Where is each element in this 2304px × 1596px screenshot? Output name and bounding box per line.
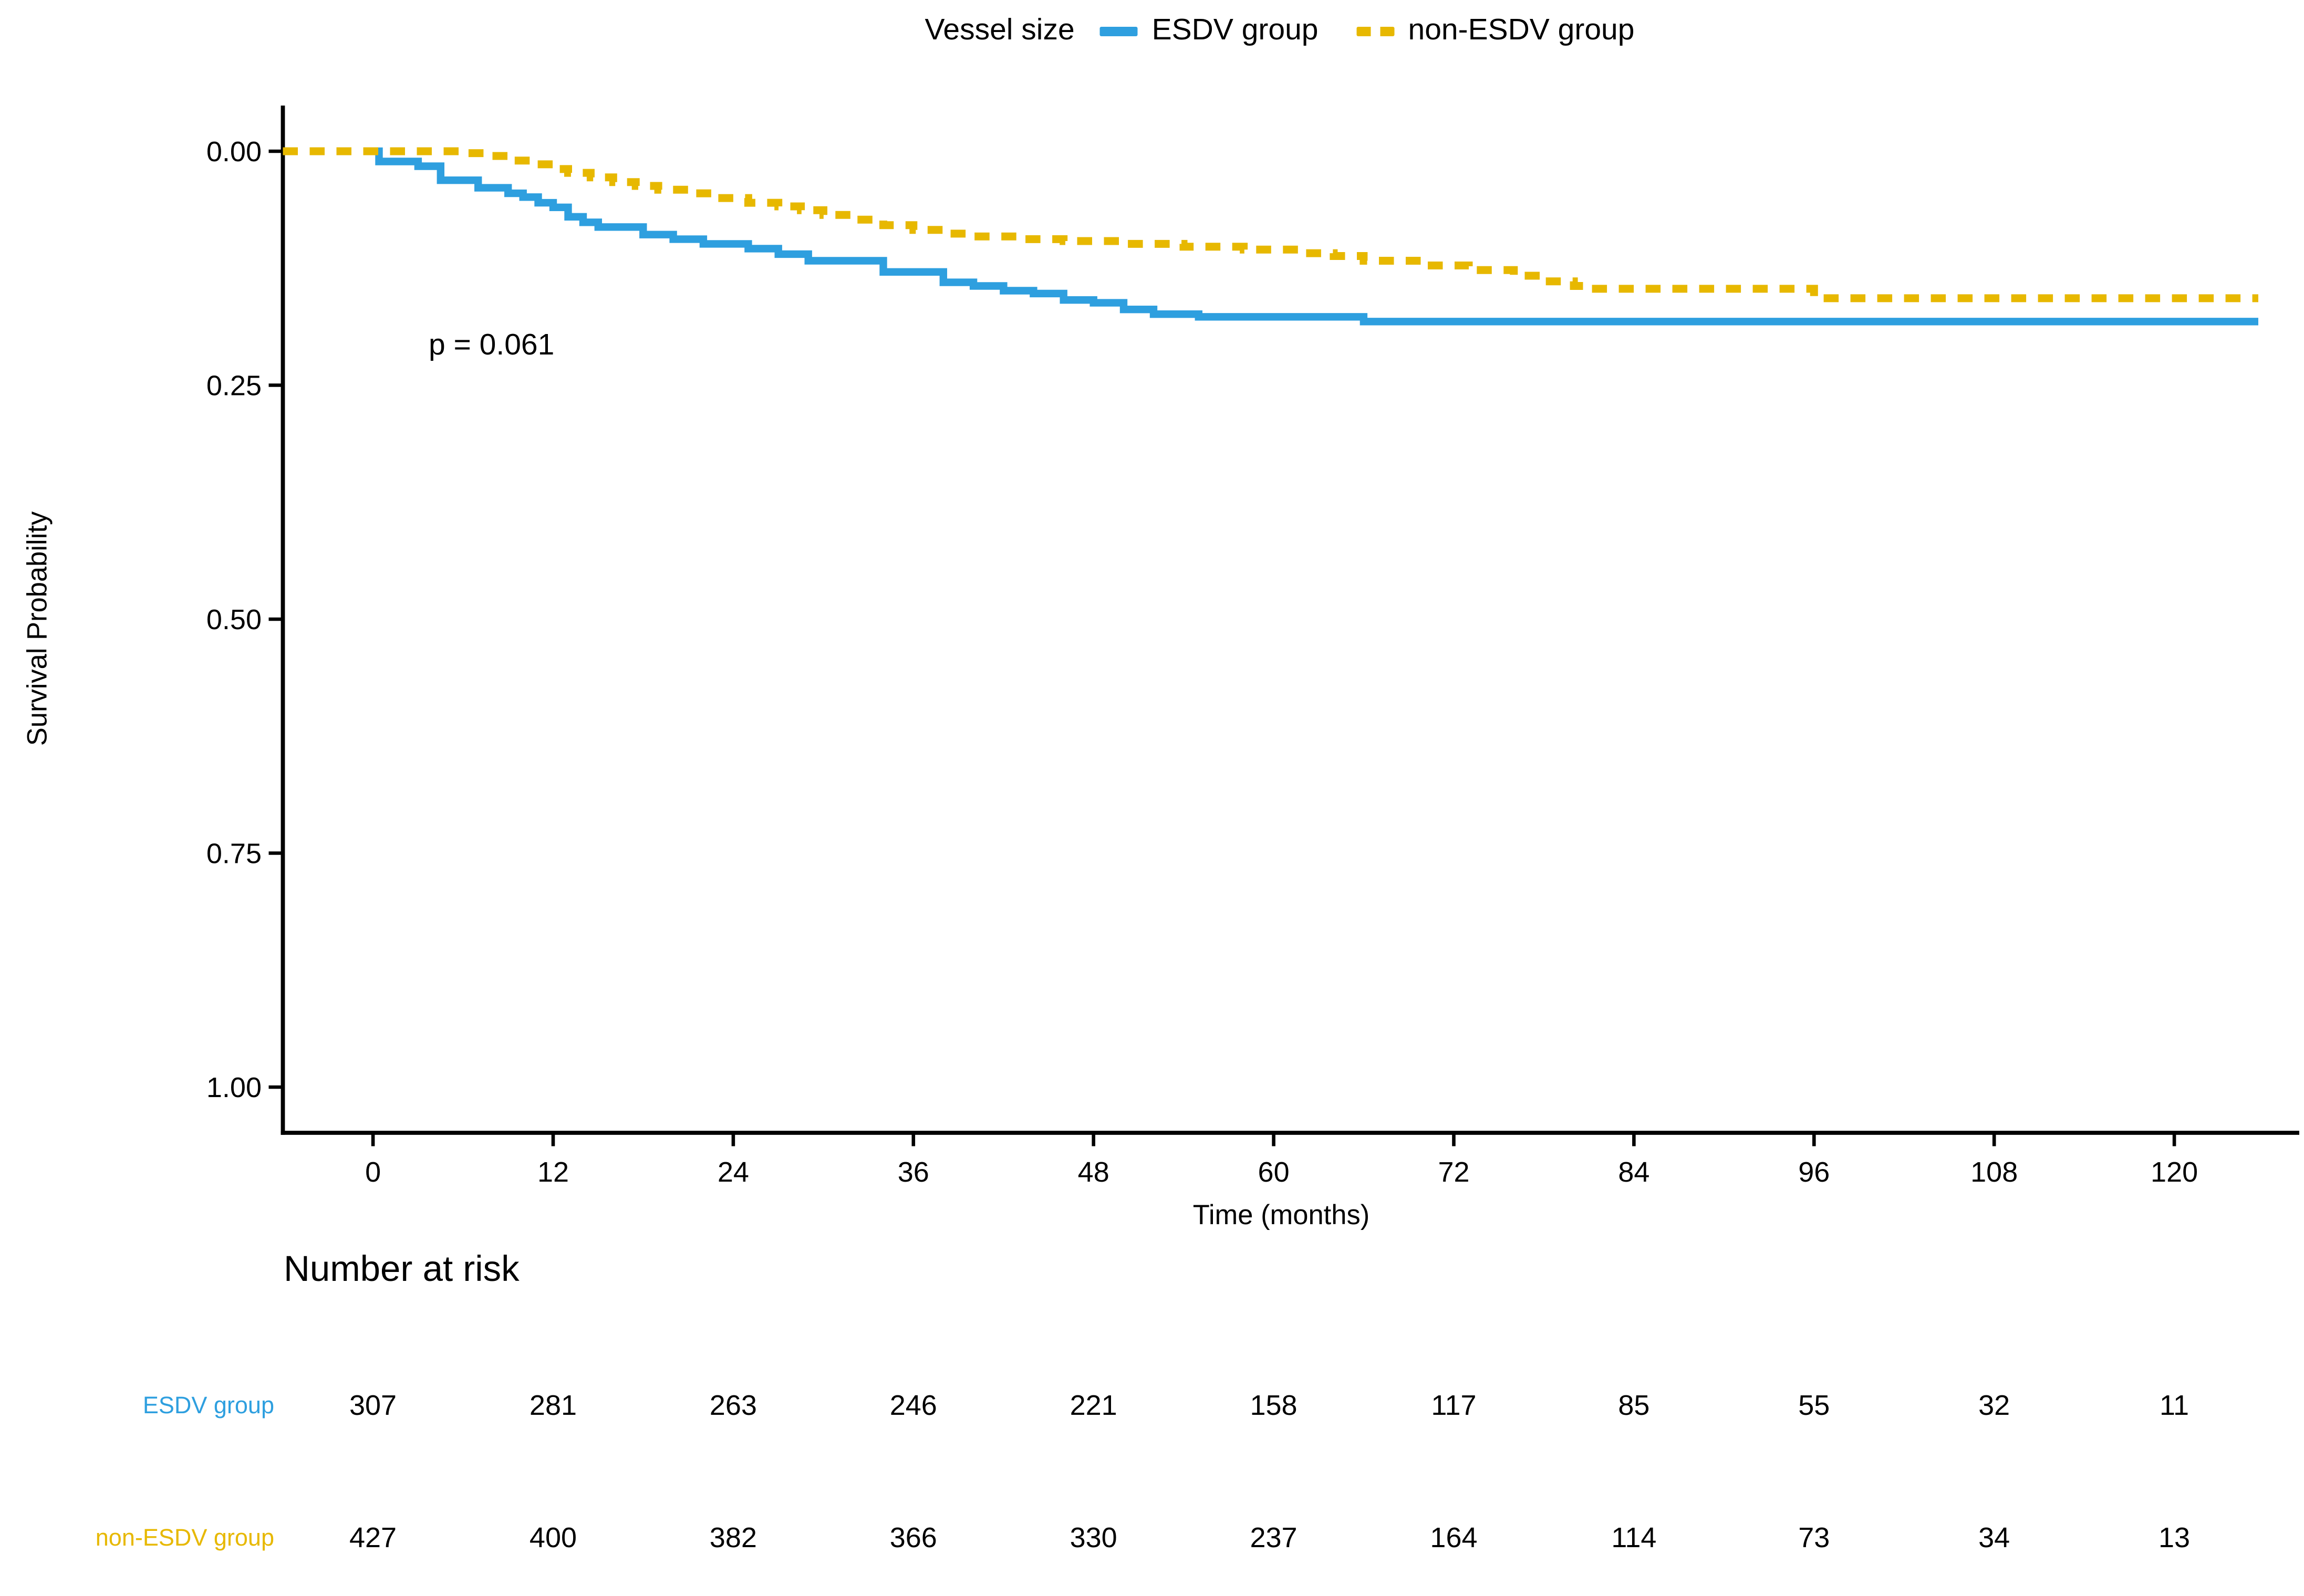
x-tick-label: 0 — [365, 1156, 381, 1188]
risk-count: 382 — [709, 1522, 757, 1553]
risk-count: 34 — [1978, 1522, 2010, 1553]
dashed-line-key-icon — [1356, 27, 1394, 36]
risk-count: 221 — [1070, 1390, 1117, 1421]
risk-count: 158 — [1250, 1390, 1298, 1421]
solid-line-key-icon — [1099, 27, 1138, 36]
x-tick-label: 108 — [1970, 1156, 2018, 1188]
risk-count: 117 — [1431, 1390, 1477, 1421]
risk-row-label-non-esdv: non-ESDV group — [95, 1525, 274, 1552]
risk-count: 307 — [349, 1390, 397, 1421]
risk-count: 246 — [889, 1390, 937, 1421]
risk-count: 281 — [529, 1390, 577, 1421]
y-tick-label: 0.25 — [206, 370, 262, 401]
x-axis-title: Time (months) — [1192, 1199, 1370, 1230]
risk-count: 263 — [709, 1390, 757, 1421]
risk-count: 427 — [349, 1522, 397, 1553]
x-tick-label: 96 — [1798, 1156, 1830, 1188]
p-value-annotation: p = 0.061 — [429, 329, 555, 362]
risk-row-label-esdv: ESDV group — [142, 1393, 274, 1420]
risk-count: 11 — [2160, 1390, 2189, 1421]
y-tick-label: 0.50 — [206, 604, 262, 635]
x-tick-label: 36 — [898, 1156, 929, 1188]
risk-count: 237 — [1250, 1522, 1298, 1553]
legend-item-label: non-ESDV group — [1408, 14, 1635, 47]
survival-curve-non-esdv — [283, 147, 2258, 302]
risk-count: 85 — [1618, 1390, 1650, 1421]
legend-item-label: ESDV group — [1151, 14, 1319, 47]
y-tick-label: 1.00 — [206, 1072, 262, 1103]
y-tick-label: 0.75 — [206, 838, 262, 869]
risk-count: 114 — [1611, 1522, 1657, 1553]
risk-count: 400 — [529, 1522, 577, 1553]
risk-count: 330 — [1070, 1522, 1117, 1553]
y-tick-label: 0.00 — [206, 136, 262, 168]
legend: Vessel size ESDV group non-ESDV group — [925, 13, 1635, 50]
risk-count: 164 — [1430, 1522, 1478, 1553]
risk-count: 32 — [1978, 1390, 2010, 1421]
x-tick-label: 12 — [537, 1156, 569, 1188]
risk-table-title: Number at risk — [284, 1248, 520, 1289]
risk-count: 13 — [2158, 1522, 2191, 1553]
risk-count: 73 — [1798, 1522, 1830, 1553]
x-tick-label: 24 — [718, 1156, 749, 1188]
x-tick-label: 60 — [1258, 1156, 1290, 1188]
risk-count: 366 — [889, 1522, 937, 1553]
risk-count: 55 — [1798, 1390, 1830, 1421]
legend-title: Vessel size — [925, 14, 1075, 47]
x-tick-label: 120 — [2151, 1156, 2198, 1188]
survival-curve-esdv — [373, 147, 2258, 326]
x-tick-label: 48 — [1078, 1156, 1109, 1188]
legend-item-esdv: ESDV group — [1099, 13, 1319, 50]
x-tick-label: 84 — [1618, 1156, 1649, 1188]
legend-item-non-esdv: non-ESDV group — [1356, 13, 1635, 50]
x-tick-label: 72 — [1438, 1156, 1469, 1188]
